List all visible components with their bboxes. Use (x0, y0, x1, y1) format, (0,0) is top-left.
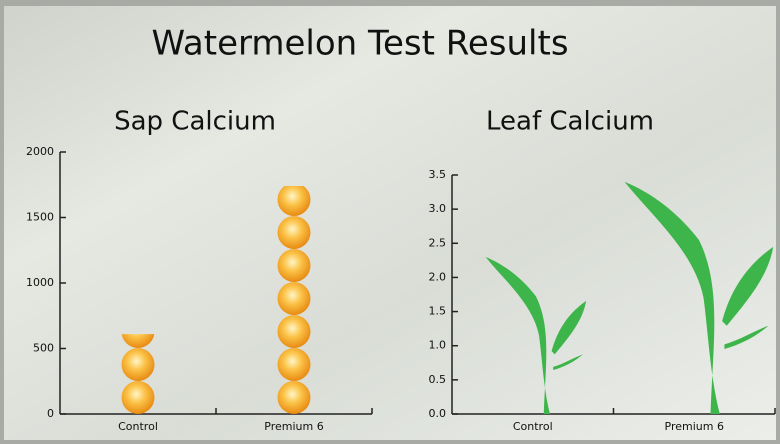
ball (278, 282, 311, 315)
chart: Watermelon Test Results Sap Calcium 0 500 1… (0, 0, 780, 444)
y-tick-label: 1.5 (429, 305, 447, 318)
ball (278, 216, 311, 249)
y-tick-label: 0.0 (429, 407, 447, 420)
chart-title: Leaf Calcium (486, 107, 654, 137)
ball (278, 348, 311, 381)
y-tick-label: 2.0 (429, 270, 447, 283)
x-tick-label: Control (118, 420, 158, 433)
background (4, 6, 776, 440)
x-tick-label: Control (513, 420, 553, 433)
ball (122, 381, 155, 414)
y-tick-label: 2000 (26, 145, 54, 158)
y-tick-label: 1500 (26, 211, 54, 224)
y-tick-label: 0 (47, 407, 54, 420)
ball (278, 315, 311, 348)
x-tick-label: Premium 6 (264, 420, 323, 433)
ball (278, 183, 311, 216)
y-tick-label: 2.5 (429, 236, 447, 249)
ball (278, 381, 311, 414)
y-tick-label: 0.5 (429, 373, 447, 386)
y-tick-label: 3.5 (429, 168, 447, 181)
y-tick-label: 500 (33, 342, 54, 355)
chart-title: Sap Calcium (114, 107, 276, 137)
page-title: Watermelon Test Results (151, 24, 568, 64)
y-tick-label: 1000 (26, 276, 54, 289)
ball (122, 348, 155, 381)
x-tick-label: Premium 6 (665, 420, 724, 433)
ball (278, 249, 311, 282)
y-tick-label: 1.0 (429, 339, 447, 352)
y-tick-label: 3.0 (429, 202, 447, 215)
